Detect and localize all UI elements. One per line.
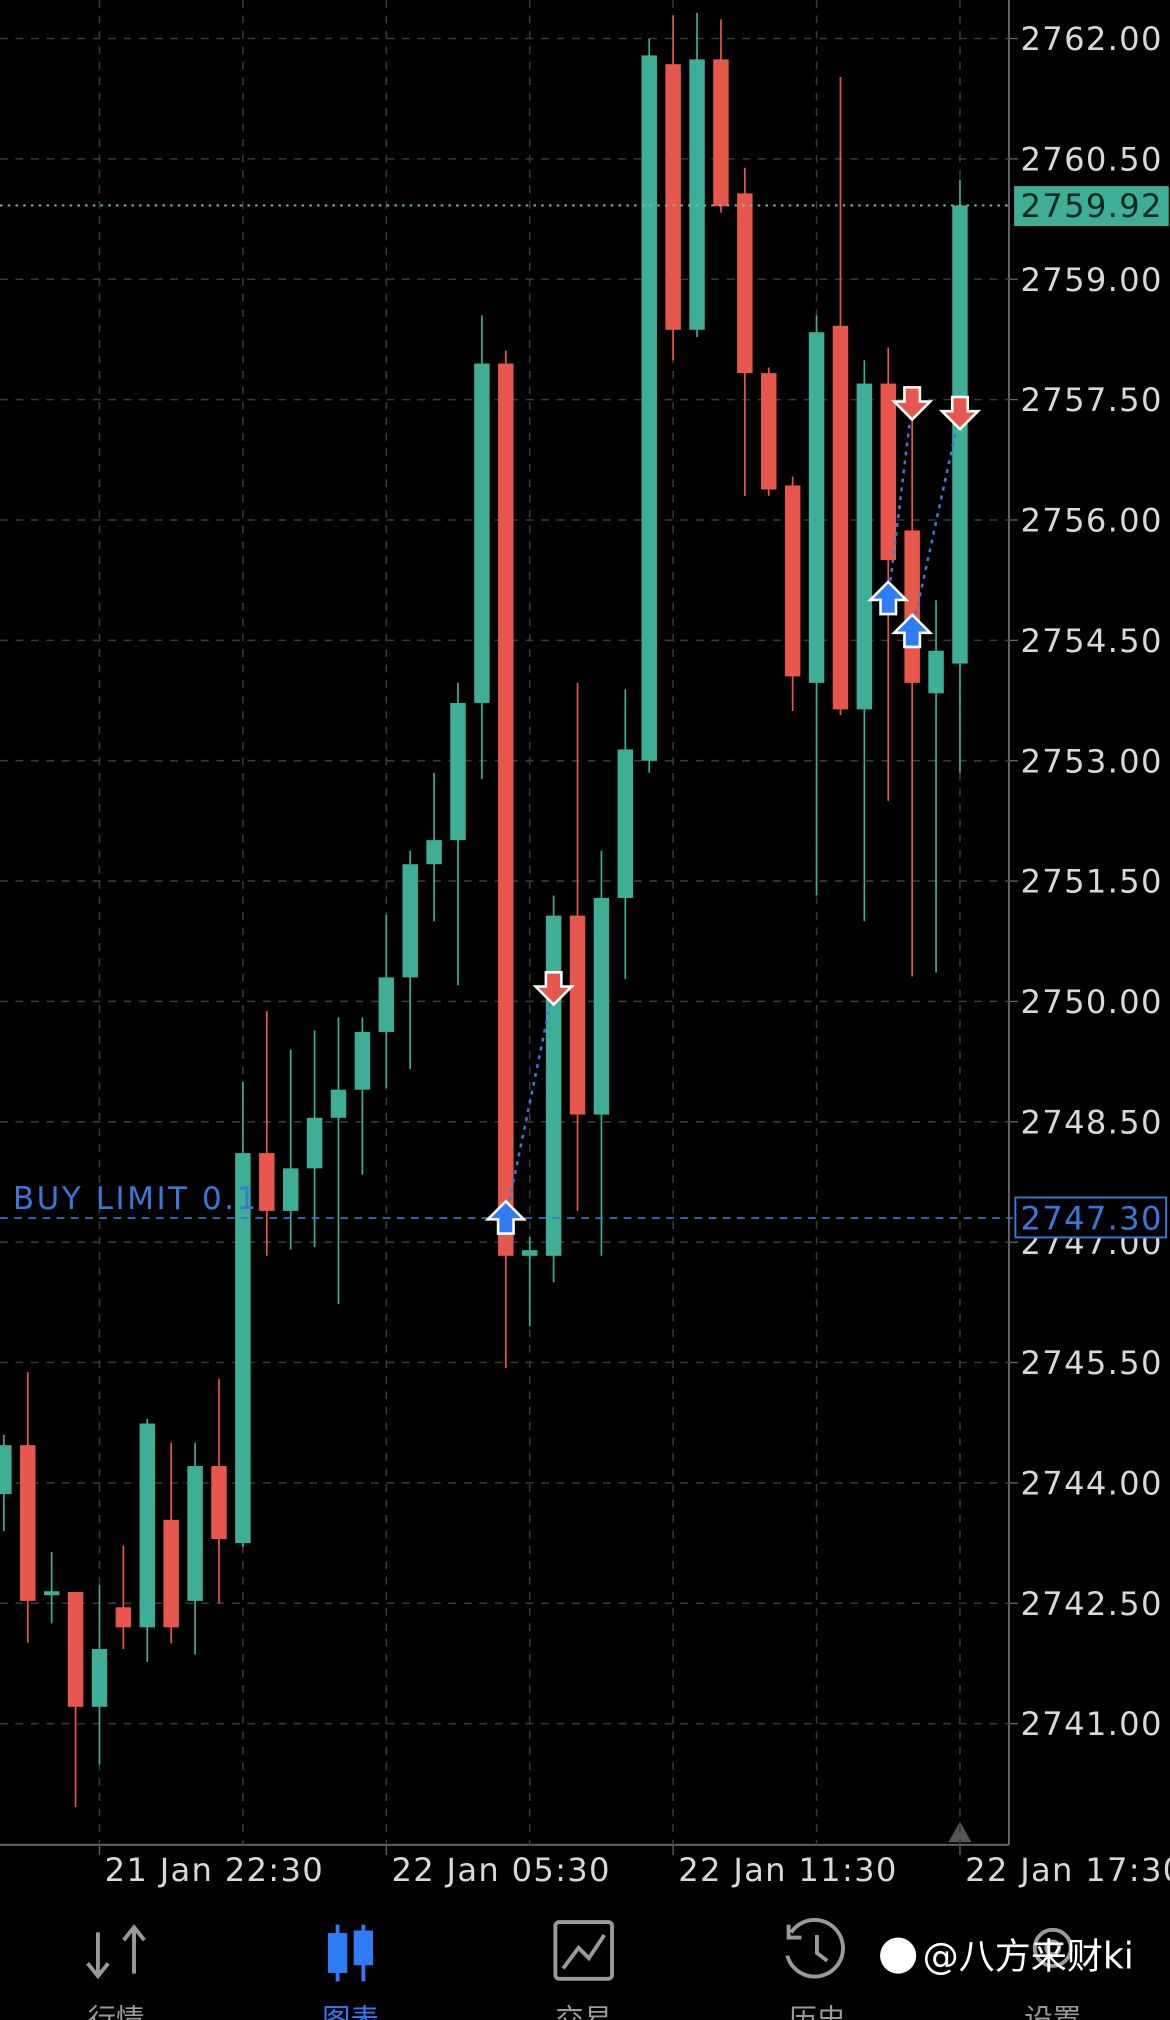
- pending-order-text: BUY LIMIT 0.1: [13, 1181, 259, 1217]
- candle-body: [115, 1607, 132, 1628]
- trade-link: [504, 987, 555, 1219]
- candle-body: [20, 1445, 36, 1601]
- y-tick-label: 2741.00: [1021, 1705, 1163, 1743]
- y-tick-label: 2759.00: [1021, 261, 1163, 299]
- candle-body: [904, 530, 920, 683]
- candle-body: [139, 1423, 156, 1628]
- candle-body: [378, 977, 395, 1032]
- candle-body: [761, 373, 777, 490]
- x-tick-label: 22 Jan 11:30: [678, 1851, 897, 1889]
- candle-body: [641, 55, 657, 761]
- nav-label[interactable]: 设置: [1024, 2003, 1081, 2020]
- candle-body: [259, 1153, 275, 1211]
- x-tick-label: 21 Jan 22:30: [105, 1851, 324, 1889]
- y-tick-label: 2742.50: [1021, 1585, 1163, 1623]
- candle-body: [163, 1519, 179, 1628]
- candle-body: [498, 363, 514, 1256]
- candle-body: [952, 205, 968, 664]
- chart-icon[interactable]: [327, 1924, 374, 1982]
- candle-body: [450, 702, 466, 841]
- y-tick-label: 2757.50: [1021, 381, 1163, 419]
- y-tick-label: 2751.50: [1021, 863, 1163, 901]
- trade-icon[interactable]: [553, 1920, 614, 1981]
- candle-body: [187, 1466, 203, 1601]
- buy-arrow: [867, 580, 910, 616]
- candle-body: [521, 1250, 538, 1256]
- candle-body: [737, 193, 753, 374]
- x-tick-label: 22 Jan 05:30: [391, 1851, 610, 1889]
- candle-body: [665, 64, 681, 330]
- candle-body: [91, 1649, 108, 1707]
- candle-body: [713, 59, 729, 207]
- nav-label[interactable]: 历史: [789, 2003, 846, 2020]
- last-price-label: 2759.92: [1021, 187, 1163, 225]
- candle-body: [784, 485, 801, 677]
- candle-body: [402, 864, 418, 978]
- sell-arrow: [532, 971, 575, 1007]
- buy-arrow: [891, 612, 934, 649]
- candle-body: [474, 363, 490, 703]
- history-icon[interactable]: [785, 1917, 845, 1979]
- buy-arrow: [484, 1199, 527, 1235]
- pending-order-price: 2747.30: [1021, 1200, 1163, 1238]
- candle-body: [569, 915, 586, 1115]
- watermark-logo: [880, 1937, 917, 1974]
- candle-body: [235, 1153, 251, 1544]
- watermark: @八方来财ki: [923, 1935, 1134, 1977]
- candle-body: [689, 59, 705, 330]
- y-tick-label: 2745.50: [1021, 1344, 1163, 1382]
- trade-link: [886, 402, 914, 599]
- candle-body: [43, 1591, 60, 1596]
- candle-body: [928, 650, 944, 694]
- y-tick-label: 2756.00: [1021, 502, 1163, 540]
- candle-body: [617, 749, 634, 898]
- y-tick-label: 2744.00: [1021, 1464, 1163, 1502]
- candle-body: [593, 897, 610, 1115]
- quotes-icon[interactable]: [86, 1924, 146, 1980]
- y-tick-label: 2748.50: [1021, 1103, 1163, 1141]
- candle-body: [856, 383, 873, 710]
- last-price-box: [1014, 186, 1169, 227]
- sell-arrow: [938, 395, 982, 432]
- y-tick-label: 2750.00: [1021, 983, 1163, 1021]
- y-tick-label: 2753.00: [1021, 742, 1163, 780]
- candle-body: [880, 383, 896, 561]
- candle-body: [426, 840, 442, 865]
- nav-icons: [86, 1917, 1073, 1982]
- candle-body: [306, 1117, 323, 1169]
- y-tick-label: 2754.50: [1021, 622, 1163, 660]
- candle-body: [211, 1466, 227, 1540]
- candle-body: [832, 325, 849, 710]
- pending-order-box: [1014, 1196, 1168, 1239]
- y-tick-label: 2762.00: [1021, 20, 1163, 58]
- y-tick-label: 2760.50: [1021, 140, 1163, 178]
- candle-body: [0, 1445, 12, 1495]
- nav-label[interactable]: 行情: [88, 2003, 145, 2020]
- settings-icon[interactable]: [1032, 1927, 1073, 1968]
- candle-body: [354, 1031, 371, 1090]
- candle-body: [282, 1168, 299, 1211]
- candle-body: [545, 915, 562, 1256]
- candle-body: [67, 1592, 84, 1707]
- nav-label[interactable]: 图表: [322, 2003, 379, 2020]
- trade-link: [910, 412, 962, 632]
- candle-body: [808, 332, 825, 683]
- sell-arrow: [891, 386, 934, 422]
- x-tick-label: 22 Jan 17:30: [965, 1851, 1170, 1889]
- nav-label[interactable]: 交易: [555, 2003, 612, 2020]
- candle-body: [330, 1089, 347, 1118]
